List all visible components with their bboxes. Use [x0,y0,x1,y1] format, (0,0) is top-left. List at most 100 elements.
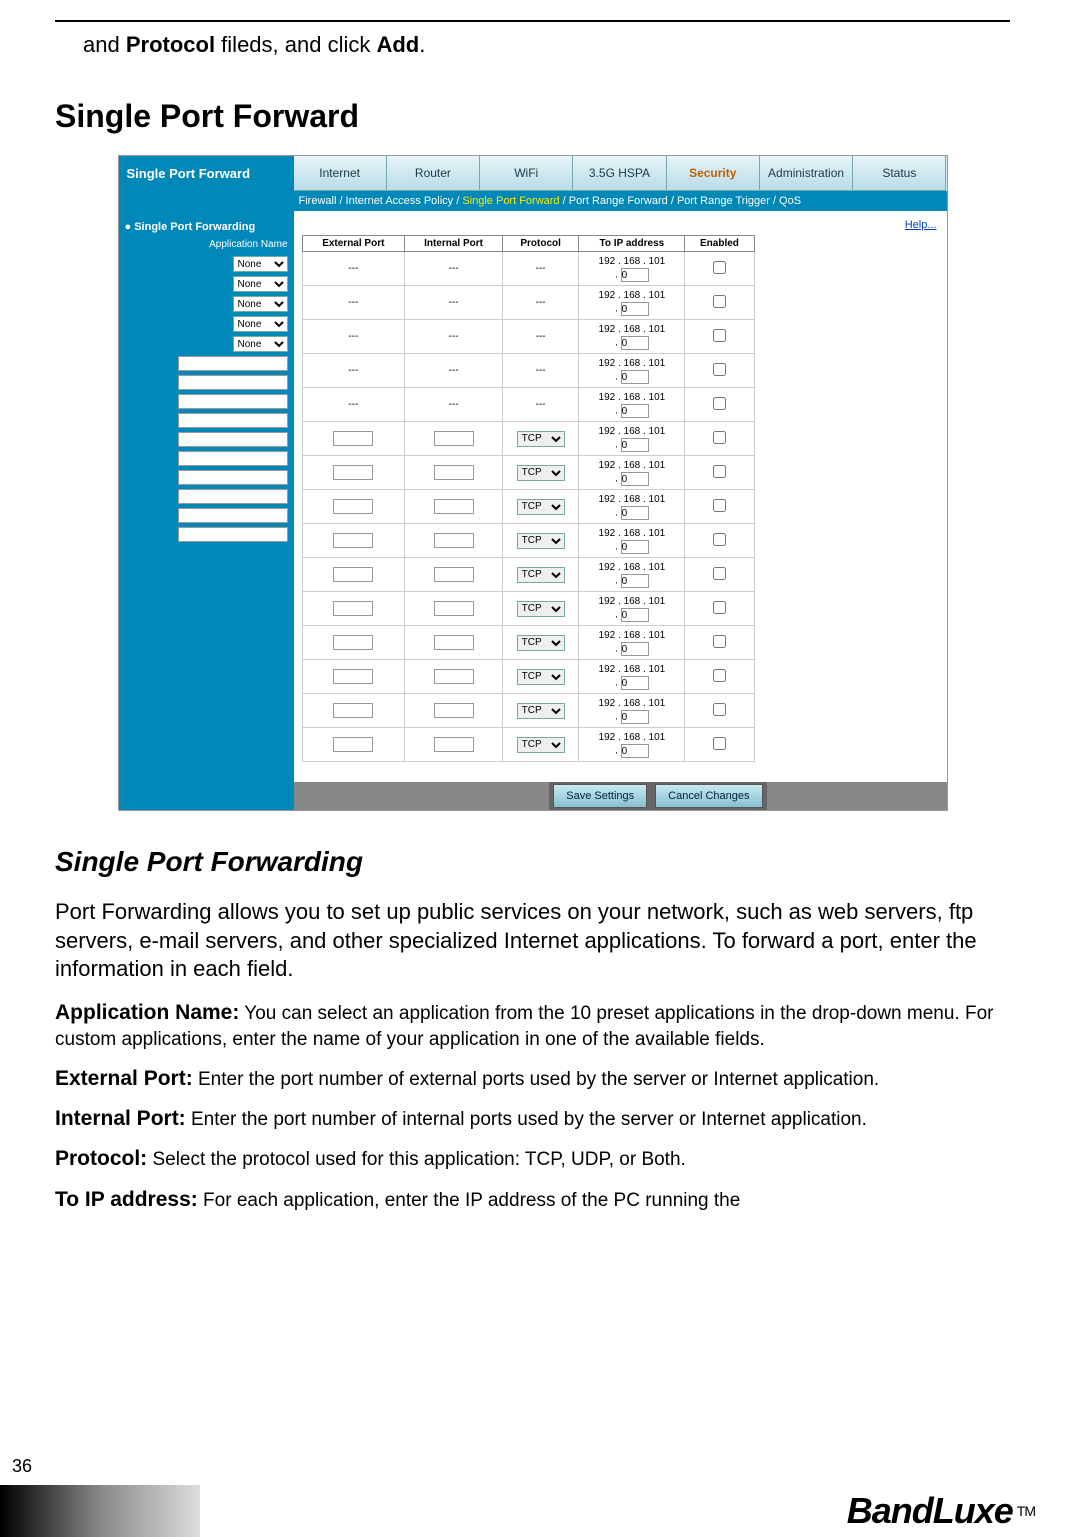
ip-last-octet-input[interactable] [621,404,649,418]
internal-port-input[interactable] [434,499,474,514]
enabled-checkbox[interactable] [713,431,726,444]
ip-cell: 192 . 168 . 101. [579,524,685,558]
app-custom-input[interactable] [178,432,288,447]
app-custom-input[interactable] [178,394,288,409]
app-custom-input[interactable] [178,489,288,504]
app-preset-select[interactable]: None [233,316,288,332]
save-settings-button[interactable]: Save Settings [553,784,647,808]
protocol-select[interactable]: TCP [517,635,565,651]
ip-last-octet-input[interactable] [621,438,649,452]
enabled-checkbox[interactable] [713,363,726,376]
app-custom-input[interactable] [178,451,288,466]
internal-port-input[interactable] [434,533,474,548]
enabled-checkbox[interactable] [713,261,726,274]
protocol-select[interactable]: TCP [517,431,565,447]
table-row: TCP192 . 168 . 101. [302,490,754,524]
app-custom-input[interactable] [178,413,288,428]
top-tab[interactable]: Status [853,156,946,191]
ip-last-octet-input[interactable] [621,302,649,316]
enabled-checkbox[interactable] [713,669,726,682]
protocol-select[interactable]: TCP [517,465,565,481]
external-port-input[interactable] [333,533,373,548]
enabled-checkbox[interactable] [713,703,726,716]
ip-last-octet-input[interactable] [621,574,649,588]
enabled-checkbox[interactable] [713,533,726,546]
ip-last-octet-input[interactable] [621,268,649,282]
protocol-select[interactable]: TCP [517,703,565,719]
cancel-changes-button[interactable]: Cancel Changes [655,784,762,808]
external-port-input[interactable] [333,737,373,752]
brand-text: BandLuxe [847,1490,1013,1532]
top-tab[interactable]: Administration [760,156,853,191]
top-tab[interactable]: WiFi [480,156,573,191]
protocol-select[interactable]: TCP [517,533,565,549]
app-custom-input[interactable] [178,508,288,523]
app-preset-select[interactable]: None [233,296,288,312]
ip-last-octet-input[interactable] [621,744,649,758]
internal-port-input[interactable] [434,567,474,582]
ip-last-octet-input[interactable] [621,608,649,622]
brand-logo: BandLuxeTM [200,1485,1065,1537]
protocol-cell: TCP [502,490,578,524]
external-port-input[interactable] [333,567,373,582]
internal-port-input[interactable] [434,703,474,718]
app-preset-select[interactable]: None [233,336,288,352]
ip-last-octet-input[interactable] [621,370,649,384]
external-port-input[interactable] [333,635,373,650]
protocol-select[interactable]: TCP [517,567,565,583]
external-port-input[interactable] [333,669,373,684]
enabled-cell [685,252,754,286]
app-custom-input[interactable] [178,470,288,485]
app-custom-input[interactable] [178,527,288,542]
app-custom-input[interactable] [178,375,288,390]
external-port-input[interactable] [333,601,373,616]
dash-cell: --- [502,252,578,286]
enabled-checkbox[interactable] [713,601,726,614]
enabled-checkbox[interactable] [713,635,726,648]
protocol-select[interactable]: TCP [517,499,565,515]
ip-last-octet-input[interactable] [621,506,649,520]
page-footer: BandLuxeTM [0,1485,1065,1537]
enabled-checkbox[interactable] [713,737,726,750]
left-panel: ● Single Port Forwarding Application Nam… [119,211,294,810]
port-cell [302,422,405,456]
table-row: TCP192 . 168 . 101. [302,422,754,456]
enabled-checkbox[interactable] [713,397,726,410]
internal-port-input[interactable] [434,601,474,616]
ip-last-octet-input[interactable] [621,676,649,690]
external-port-input[interactable] [333,703,373,718]
protocol-select[interactable]: TCP [517,669,565,685]
internal-port-input[interactable] [434,737,474,752]
app-preset-select[interactable]: None [233,256,288,272]
internal-port-input[interactable] [434,669,474,684]
top-tab[interactable]: Security [667,156,760,191]
top-tab[interactable]: Router [387,156,480,191]
external-port-input[interactable] [333,499,373,514]
dash-cell: --- [302,354,405,388]
internal-port-input[interactable] [434,431,474,446]
top-tab[interactable]: 3.5G HSPA [573,156,666,191]
enabled-checkbox[interactable] [713,329,726,342]
enabled-checkbox[interactable] [713,295,726,308]
top-tab[interactable]: Internet [294,156,387,191]
help-link[interactable]: Help... [905,219,937,231]
table-row: TCP192 . 168 . 101. [302,592,754,626]
ip-last-octet-input[interactable] [621,710,649,724]
intro-b1: Protocol [126,32,215,57]
ip-last-octet-input[interactable] [621,642,649,656]
ip-last-octet-input[interactable] [621,472,649,486]
enabled-checkbox[interactable] [713,465,726,478]
ip-last-octet-input[interactable] [621,540,649,554]
protocol-cell: TCP [502,592,578,626]
external-port-input[interactable] [333,431,373,446]
protocol-select[interactable]: TCP [517,737,565,753]
protocol-select[interactable]: TCP [517,601,565,617]
internal-port-input[interactable] [434,465,474,480]
external-port-input[interactable] [333,465,373,480]
enabled-checkbox[interactable] [713,499,726,512]
app-preset-select[interactable]: None [233,276,288,292]
internal-port-input[interactable] [434,635,474,650]
enabled-checkbox[interactable] [713,567,726,580]
ip-last-octet-input[interactable] [621,336,649,350]
app-custom-input[interactable] [178,356,288,371]
